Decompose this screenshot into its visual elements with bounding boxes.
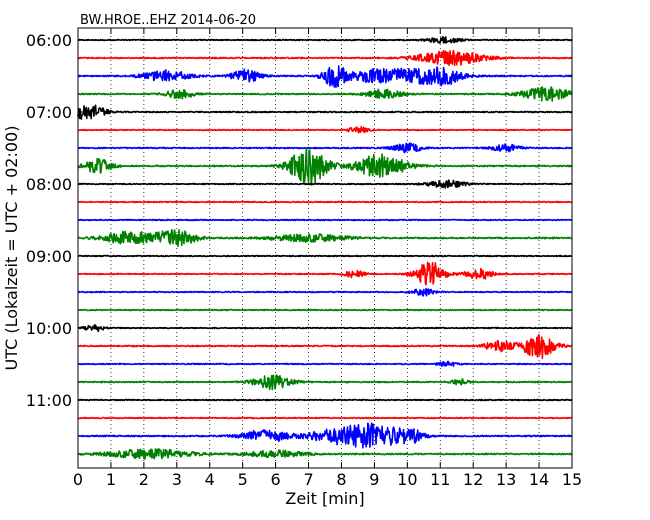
seismic-trace (77, 287, 573, 297)
x-tick-label: 9 (369, 470, 379, 489)
seismic-trace (77, 398, 573, 402)
y-tick-label: 09:00 (26, 247, 72, 266)
x-tick-label: 6 (271, 470, 281, 489)
x-tick-label: 10 (397, 470, 417, 489)
x-tick-label: 7 (303, 470, 313, 489)
seismic-trace (77, 254, 573, 258)
chart-title: BW.HROE..EHZ 2014-06-20 (80, 13, 256, 28)
seismic-trace (77, 416, 573, 420)
seismic-trace (77, 65, 573, 88)
seismic-trace (77, 200, 573, 204)
seismic-trace (77, 374, 573, 391)
x-axis-label: Zeit [min] (285, 489, 364, 508)
seismic-trace (77, 448, 573, 460)
seismic-trace (77, 422, 573, 449)
grid-lines (110, 28, 540, 468)
seismic-trace (77, 49, 573, 67)
y-tick-label: 10:00 (26, 319, 72, 338)
seismic-trace (77, 323, 573, 333)
seismic-trace (77, 218, 573, 222)
seismic-trace (77, 35, 573, 44)
x-tick-label: 2 (139, 470, 149, 489)
x-tick-label: 1 (106, 470, 116, 489)
y-axis-ticks: 06:00 07:00 08:00 09:00 10:00 11:00 (26, 31, 572, 410)
y-axis-label: UTC (Lokalzeit = UTC + 02:00) (2, 126, 21, 371)
seismic-trace (77, 125, 573, 134)
x-tick-label: 8 (336, 470, 346, 489)
trace-group (77, 35, 573, 460)
x-tick-label: 12 (463, 470, 483, 489)
x-axis-ticks: 0 1 2 3 4 5 6 7 8 9 10 11 12 13 14 15 (73, 28, 582, 489)
x-tick-label: 4 (205, 470, 215, 489)
y-tick-label: 08:00 (26, 175, 72, 194)
seismic-trace (77, 360, 573, 367)
x-tick-label: 11 (430, 470, 450, 489)
axes-border (77, 27, 573, 469)
x-tick-label: 13 (496, 470, 516, 489)
y-tick-label: 11:00 (26, 391, 72, 410)
y-tick-label: 07:00 (26, 103, 72, 122)
seismic-trace (77, 334, 573, 360)
x-tick-label: 14 (529, 470, 549, 489)
axes-frame (78, 28, 572, 468)
seismic-trace (77, 261, 573, 286)
y-tick-label: 06:00 (26, 31, 72, 50)
x-tick-label: 5 (238, 470, 248, 489)
seismic-trace (77, 147, 573, 186)
seismic-trace (77, 86, 573, 102)
x-tick-label: 15 (562, 470, 582, 489)
seismic-trace (77, 104, 573, 120)
x-tick-label: 3 (172, 470, 182, 489)
seismic-trace (77, 308, 573, 312)
seismic-trace (77, 142, 573, 154)
seismic-trace (77, 179, 573, 189)
x-tick-label: 0 (73, 470, 83, 489)
seismic-trace (77, 229, 573, 248)
